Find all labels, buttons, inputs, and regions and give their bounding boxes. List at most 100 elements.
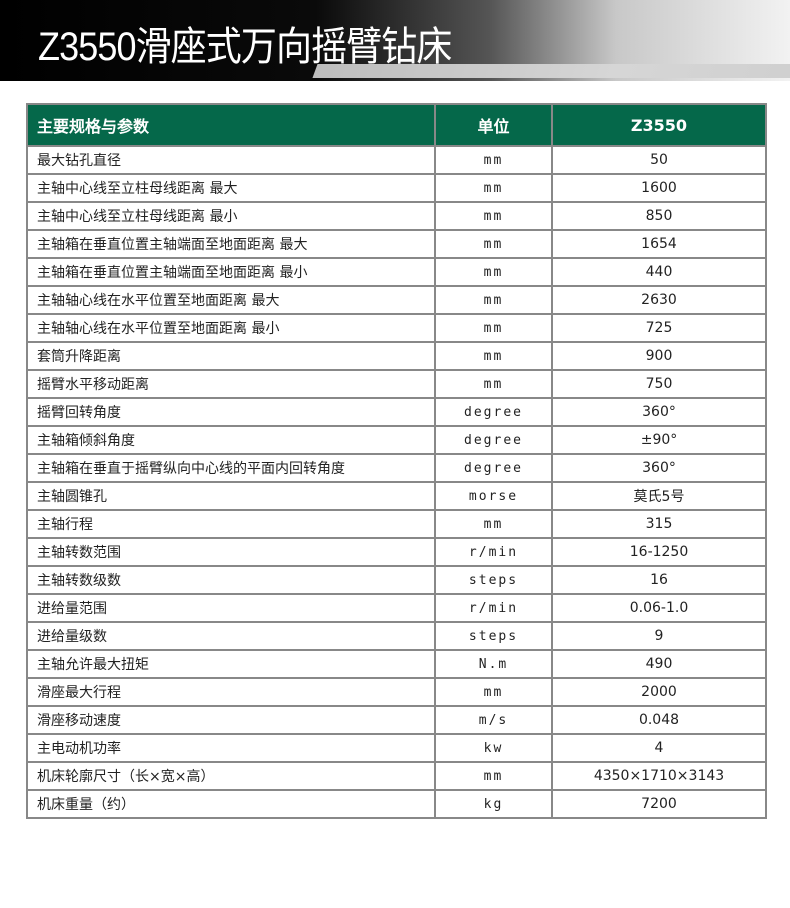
spec-name: 主轴转数级数 — [26, 565, 436, 595]
spec-unit: mm — [434, 761, 553, 791]
spec-value: 16 — [551, 565, 767, 595]
table-row: 主轴轴心线在水平位置至地面距离 最大 mm 2630 — [26, 285, 767, 315]
spec-value: 0.06-1.0 — [551, 593, 767, 623]
spec-value: 1600 — [551, 173, 767, 203]
spec-name: 套筒升降距离 — [26, 341, 436, 371]
spec-name: 机床轮廓尺寸（长×宽×高） — [26, 761, 436, 791]
page-title: Z3550滑座式万向摇臂钻床 — [38, 25, 452, 69]
spec-value: 莫氏5号 — [551, 481, 767, 511]
spec-unit: mm — [434, 285, 553, 315]
table-row: 主轴转数级数 steps 16 — [26, 565, 767, 595]
spec-name: 滑座最大行程 — [26, 677, 436, 707]
spec-value: 9 — [551, 621, 767, 651]
spec-name: 主轴圆锥孔 — [26, 481, 436, 511]
spec-unit: kg — [434, 789, 553, 819]
spec-name: 主轴转数范围 — [26, 537, 436, 567]
spec-unit: mm — [434, 341, 553, 371]
spec-unit: degree — [434, 425, 553, 455]
spec-unit: mm — [434, 257, 553, 287]
table-row: 进给量级数 steps 9 — [26, 621, 767, 651]
spec-unit: mm — [434, 509, 553, 539]
spec-name: 进给量范围 — [26, 593, 436, 623]
table-row: 摇臂回转角度 degree 360° — [26, 397, 767, 427]
spec-name: 主轴中心线至立柱母线距离 最小 — [26, 201, 436, 231]
spec-name: 主轴轴心线在水平位置至地面距离 最小 — [26, 313, 436, 343]
spec-value: 750 — [551, 369, 767, 399]
spec-value: 4 — [551, 733, 767, 763]
spec-unit: kw — [434, 733, 553, 763]
header-spec: 主要规格与参数 — [26, 103, 436, 147]
spec-name: 主轴中心线至立柱母线距离 最大 — [26, 173, 436, 203]
spec-value: 4350×1710×3143 — [551, 761, 767, 791]
spec-value: 440 — [551, 257, 767, 287]
spec-name: 机床重量（约） — [26, 789, 436, 819]
spec-value: 360° — [551, 397, 767, 427]
spec-value: 2630 — [551, 285, 767, 315]
table-row: 机床重量（约） kg 7200 — [26, 789, 767, 819]
table-row: 滑座移动速度 m/s 0.048 — [26, 705, 767, 735]
table-row: 主电动机功率 kw 4 — [26, 733, 767, 763]
table-row: 主轴轴心线在水平位置至地面距离 最小 mm 725 — [26, 313, 767, 343]
spec-value: 2000 — [551, 677, 767, 707]
spec-name: 主轴轴心线在水平位置至地面距离 最大 — [26, 285, 436, 315]
spec-value: 725 — [551, 313, 767, 343]
table-row: 主轴允许最大扭矩 N.m 490 — [26, 649, 767, 679]
header-model: Z3550 — [551, 103, 767, 147]
spec-value: 0.048 — [551, 705, 767, 735]
table-row: 主轴行程 mm 315 — [26, 509, 767, 539]
spec-name: 主轴箱在垂直位置主轴端面至地面距离 最小 — [26, 257, 436, 287]
spec-name: 摇臂回转角度 — [26, 397, 436, 427]
spec-unit: r/min — [434, 537, 553, 567]
table-row: 主轴箱在垂直于摇臂纵向中心线的平面内回转角度 degree 360° — [26, 453, 767, 483]
table-row: 主轴箱倾斜角度 degree ±90° — [26, 425, 767, 455]
spec-name: 主轴箱在垂直于摇臂纵向中心线的平面内回转角度 — [26, 453, 436, 483]
spec-name: 摇臂水平移动距离 — [26, 369, 436, 399]
spec-name: 最大钻孔直径 — [26, 145, 436, 175]
spec-name: 主电动机功率 — [26, 733, 436, 763]
spec-table: 主要规格与参数 单位 Z3550 最大钻孔直径 mm 50 主轴中心线至立柱母线距离 … — [26, 103, 767, 819]
spec-unit: N.m — [434, 649, 553, 679]
spec-value: 850 — [551, 201, 767, 231]
spec-name: 主轴箱倾斜角度 — [26, 425, 436, 455]
spec-unit: degree — [434, 397, 553, 427]
spec-unit: mm — [434, 313, 553, 343]
spec-value: 490 — [551, 649, 767, 679]
table-row: 套筒升降距离 mm 900 — [26, 341, 767, 371]
spec-name: 滑座移动速度 — [26, 705, 436, 735]
spec-unit: m/s — [434, 705, 553, 735]
spec-value: 1654 — [551, 229, 767, 259]
table-row: 摇臂水平移动距离 mm 750 — [26, 369, 767, 399]
table-row: 主轴中心线至立柱母线距离 最大 mm 1600 — [26, 173, 767, 203]
table-header-row: 主要规格与参数 单位 Z3550 — [26, 103, 767, 147]
table-row: 进给量范围 r/min 0.06-1.0 — [26, 593, 767, 623]
spec-unit: steps — [434, 621, 553, 651]
spec-unit: mm — [434, 201, 553, 231]
spec-value: 7200 — [551, 789, 767, 819]
spec-name: 主轴允许最大扭矩 — [26, 649, 436, 679]
spec-unit: r/min — [434, 593, 553, 623]
table-row: 主轴转数范围 r/min 16-1250 — [26, 537, 767, 567]
table-row: 机床轮廓尺寸（长×宽×高） mm 4350×1710×3143 — [26, 761, 767, 791]
spec-value: ±90° — [551, 425, 767, 455]
spec-unit: steps — [434, 565, 553, 595]
spec-name: 主轴行程 — [26, 509, 436, 539]
spec-value: 900 — [551, 341, 767, 371]
spec-value: 16-1250 — [551, 537, 767, 567]
spec-unit: mm — [434, 229, 553, 259]
spec-value: 315 — [551, 509, 767, 539]
table-row: 主轴箱在垂直位置主轴端面至地面距离 最大 mm 1654 — [26, 229, 767, 259]
spec-unit: mm — [434, 677, 553, 707]
spec-unit: degree — [434, 453, 553, 483]
table-row: 主轴圆锥孔 morse 莫氏5号 — [26, 481, 767, 511]
table-row: 主轴中心线至立柱母线距离 最小 mm 850 — [26, 201, 767, 231]
spec-value: 50 — [551, 145, 767, 175]
table-row: 主轴箱在垂直位置主轴端面至地面距离 最小 mm 440 — [26, 257, 767, 287]
table-row: 最大钻孔直径 mm 50 — [26, 145, 767, 175]
spec-name: 主轴箱在垂直位置主轴端面至地面距离 最大 — [26, 229, 436, 259]
table-row: 滑座最大行程 mm 2000 — [26, 677, 767, 707]
spec-value: 360° — [551, 453, 767, 483]
spec-unit: mm — [434, 369, 553, 399]
spec-unit: morse — [434, 481, 553, 511]
spec-unit: mm — [434, 145, 553, 175]
spec-name: 进给量级数 — [26, 621, 436, 651]
